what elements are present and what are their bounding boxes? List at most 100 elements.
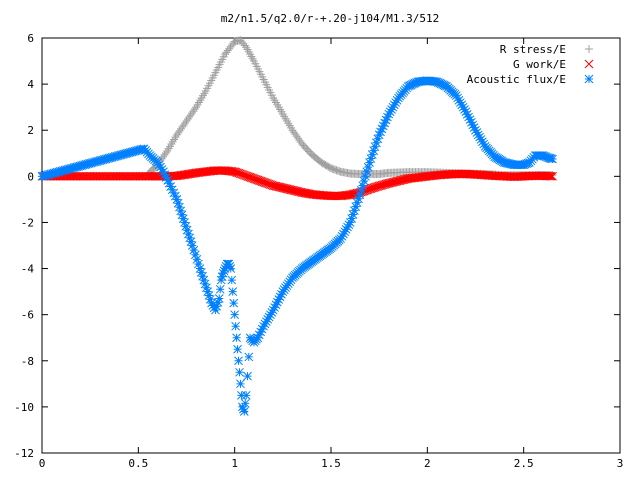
data-point: [212, 301, 222, 311]
data-point: [82, 171, 91, 181]
data-point: [256, 327, 266, 337]
chart-legend: R stress/E G work/E Acoustic flux/E: [467, 43, 594, 86]
data-point: [119, 171, 128, 181]
data-point: [186, 237, 196, 247]
data-point: [202, 283, 211, 293]
data-point: [545, 171, 555, 181]
data-point: [473, 130, 483, 140]
data-point: [257, 324, 267, 334]
data-point: [260, 319, 270, 329]
data-point: [109, 171, 119, 181]
data-point: [453, 93, 462, 103]
data-point: [189, 245, 199, 255]
chart-title: m2/n1.5/q2.0/r-+.20-j104/M1.3/512: [221, 12, 440, 25]
data-point: [120, 171, 130, 181]
data-point: [376, 127, 385, 137]
data-point: [230, 310, 240, 320]
plot-series: [37, 36, 557, 416]
data-point: [343, 222, 352, 232]
data-point: [351, 202, 361, 211]
data-point: [344, 220, 354, 230]
y-tick-label: 4: [27, 78, 34, 91]
data-point: [88, 171, 98, 181]
data-point: [274, 295, 284, 304]
data-point: [194, 259, 203, 269]
data-point: [354, 194, 363, 204]
data-point: [199, 275, 209, 285]
legend-label: G work/E: [513, 58, 566, 71]
data-point: [200, 279, 210, 289]
data-point: [182, 225, 192, 235]
data-point: [361, 171, 370, 181]
y-tick-label: -6: [21, 309, 34, 322]
data-point: [240, 41, 249, 50]
data-point: [122, 171, 131, 181]
data-point: [411, 78, 421, 87]
data-point: [220, 264, 230, 273]
data-point: [271, 300, 281, 310]
data-point: [213, 298, 223, 307]
data-point: [340, 227, 350, 237]
data-point: [71, 171, 81, 181]
data-point: [380, 118, 390, 128]
data-point: [372, 138, 381, 148]
data-point: [259, 321, 268, 331]
y-tick-label: -4: [21, 263, 35, 276]
data-point: [435, 78, 445, 88]
data-point: [389, 100, 399, 110]
data-point: [538, 151, 548, 160]
legend-marker: [585, 45, 593, 53]
data-point: [184, 229, 193, 239]
data-point: [211, 305, 220, 315]
data-point: [99, 171, 108, 181]
data-point: [216, 275, 226, 285]
data-point: [467, 117, 476, 127]
data-point: [363, 162, 373, 172]
data-point: [131, 171, 141, 181]
data-point: [137, 171, 147, 181]
data-point: [108, 171, 117, 181]
data-point: [157, 165, 167, 174]
data-point: [92, 171, 102, 181]
data-point: [217, 272, 227, 281]
data-point: [111, 171, 121, 181]
data-point: [205, 294, 215, 304]
data-point: [176, 206, 186, 216]
data-point: [161, 173, 171, 182]
data-point: [451, 91, 461, 100]
data-point: [218, 268, 228, 278]
data-point: [196, 268, 206, 277]
data-point: [370, 142, 380, 152]
data-point: [468, 120, 478, 130]
data-point: [228, 287, 238, 296]
data-point: [440, 81, 450, 91]
data-point: [548, 171, 557, 181]
data-point: [190, 105, 199, 114]
data-point: [476, 135, 486, 144]
data-point: [229, 298, 239, 308]
data-point: [456, 98, 465, 107]
data-point: [175, 202, 184, 212]
data-point: [114, 171, 124, 181]
data-point: [69, 171, 79, 181]
data-point: [173, 198, 183, 208]
data-point: [407, 80, 417, 89]
data-point: [241, 391, 251, 400]
data-point: [336, 234, 345, 243]
data-point: [358, 181, 368, 190]
data-point: [161, 148, 170, 157]
data-point: [237, 391, 246, 400]
data-point: [541, 152, 551, 162]
data-point: [410, 78, 420, 88]
series-cross: [37, 166, 557, 201]
data-point: [86, 171, 96, 181]
data-point: [178, 214, 188, 223]
data-point: [347, 214, 356, 223]
x-tick-label: 0.5: [128, 457, 148, 470]
data-point: [457, 100, 467, 110]
data-point: [204, 291, 214, 300]
data-point: [384, 109, 394, 119]
data-point: [164, 178, 174, 188]
data-point: [89, 171, 99, 181]
data-point: [475, 132, 484, 142]
